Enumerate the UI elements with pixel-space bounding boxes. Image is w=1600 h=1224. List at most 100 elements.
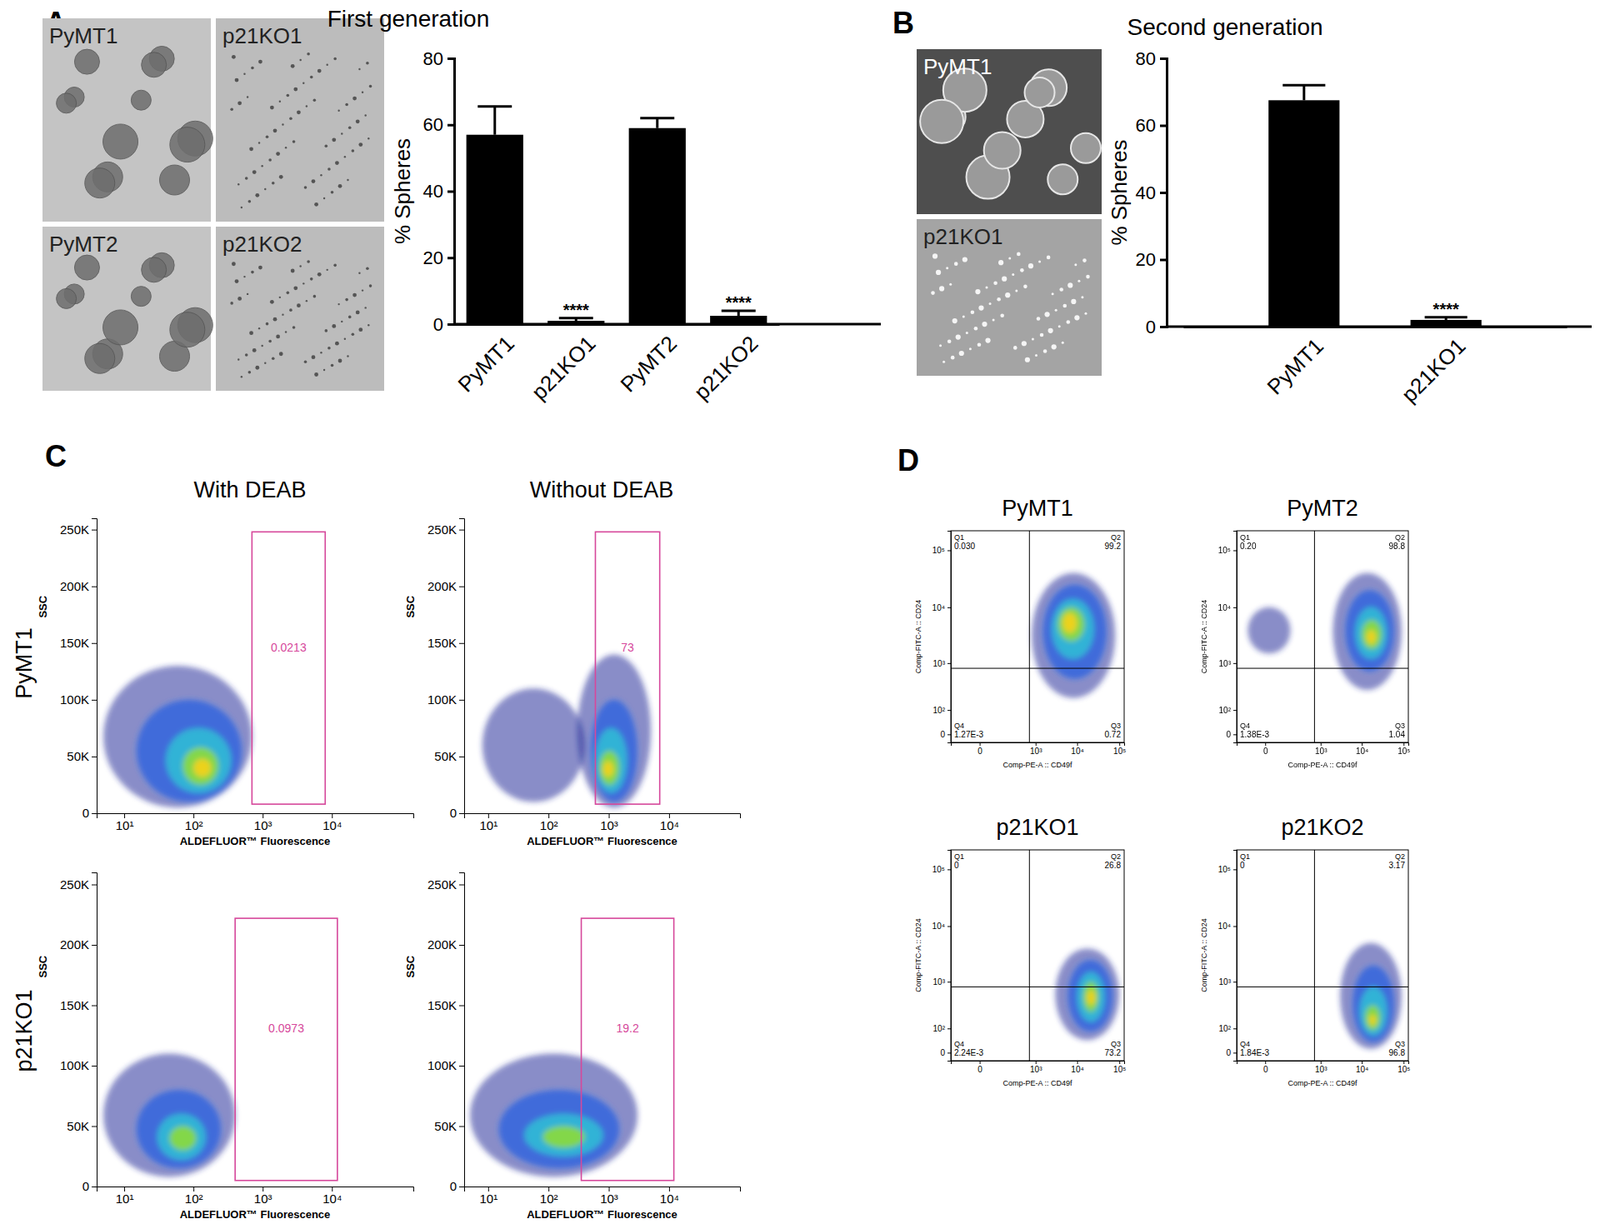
tick: 10³ [600,813,619,833]
micrograph-texture [365,266,370,270]
micrograph-texture [258,60,263,65]
tick-mark [91,700,97,701]
quadrant-value: 0.20 [1240,541,1257,551]
density-contour [1086,990,1095,1005]
density-contour [499,1090,620,1169]
micrograph-texture [103,310,139,345]
tick-label: 60 [423,114,444,135]
micrograph-texture [237,296,242,301]
micrograph-texture [245,176,249,180]
density-contour [1058,607,1085,642]
micrograph-texture [141,257,167,283]
tick-label: 20 [1135,249,1156,270]
axis: 050K100K150K200K250K [60,873,98,1195]
micrograph-texture [258,327,260,330]
micrograph-texture [345,103,349,107]
tick-mark [459,700,465,701]
quadrant-name: Q2 [1395,852,1405,861]
quadrant-line [1314,850,1315,1061]
micrograph-texture [945,266,949,270]
axis-title: SSC [404,595,417,618]
tick: 80 [1135,48,1167,70]
tick-mark [1160,325,1167,329]
gate-label: 73 [620,640,635,655]
micrograph-texture [159,165,190,195]
tick-label: 10⁵ [1397,1065,1410,1075]
micrograph-texture [304,185,308,190]
tick-mark [91,1005,97,1007]
density-plot: 0.021310¹10²10³10⁴050K100K150K200K250KAL… [36,519,415,849]
tick-mark [459,1186,465,1188]
bar [1410,320,1482,327]
tick-mark [1035,1060,1037,1065]
micrograph-texture [962,256,968,262]
micrograph: PyMT2 [42,226,213,391]
tick-mark [91,885,97,886]
density-plot: 19.210¹10²10³10⁴050K100K150K200K250KALDE… [404,873,741,1222]
micrograph-texture [323,369,325,371]
micrograph-texture [289,116,293,120]
tick-label: 10³ [933,659,946,669]
figure: ABCDPyMT1p21KO1PyMT2p21KO2PyMT1p21KO1Fir… [0,0,1600,1224]
axis-title: Comp-PE-A :: CD49f [1002,760,1073,770]
tick: 10⁴ [1218,921,1237,931]
tick: 10² [185,813,204,833]
micrograph-texture [255,193,260,198]
density-contour [136,1090,222,1169]
micrograph-texture [1015,290,1018,293]
tick: 10⁴ [322,1186,342,1206]
micrograph-texture [949,283,952,286]
axis-title: SSC [36,595,50,618]
tick-label: 10² [1219,1024,1232,1034]
row-title: PyMT1 [11,627,37,700]
micrograph-texture [952,318,958,324]
tick-mark [1119,742,1120,746]
tick: 0 [450,805,465,820]
quadrant-name: Q1 [1240,852,1250,861]
micrograph-texture [1084,312,1087,315]
bar [1268,100,1340,327]
tick-mark [91,530,97,531]
tick: 100K [60,692,97,707]
micrograph-texture [954,261,959,266]
tick-mark [947,734,951,735]
quadrant-value: 0 [1240,860,1245,870]
micrograph-label: p21KO1 [923,224,1003,250]
tick-label: 10⁵ [1113,1065,1126,1075]
tick: 10⁵ [1218,865,1237,875]
micrograph-texture [292,140,296,144]
axis-title: Comp-FITC-A :: CD24 [914,600,923,675]
plot-frame [950,850,1125,1061]
tick-label: 40 [423,180,444,202]
micrograph-texture [306,260,310,264]
micrograph-texture [314,202,319,207]
micrograph-texture [240,375,243,378]
tick: 10² [933,705,951,715]
micrograph-texture [930,290,935,295]
density-layer [470,1054,638,1178]
tick: 0 [82,805,97,820]
axis: 010³10⁴10⁵ [951,742,1127,756]
density-contour [1062,612,1077,633]
tick-label: 10² [185,1191,204,1206]
axis: 010²10³10⁴10⁵ [932,531,952,744]
micrograph-texture [235,279,240,284]
tick-mark [980,1060,981,1065]
axis: 050K100K150K200K250K [427,519,465,821]
micrograph-texture [337,303,340,305]
plot-frame [1236,850,1409,1061]
error-line [493,106,496,135]
micrograph-texture [1001,276,1007,282]
tick: 10³ [1030,1060,1043,1075]
axis-title: ALDEFLUOR™ Fluorescence [180,1208,331,1221]
tick-mark [1233,663,1237,665]
micrograph-texture [1021,340,1027,346]
axis-line [459,873,465,1188]
tick-label: 0 [450,805,457,820]
tick-label: p21KO2 [689,330,764,405]
micrograph-texture [250,66,255,70]
density-contour [182,747,219,785]
tick: 200K [427,937,465,952]
tick-mark [447,256,455,260]
tick-label: 0 [977,1065,983,1075]
